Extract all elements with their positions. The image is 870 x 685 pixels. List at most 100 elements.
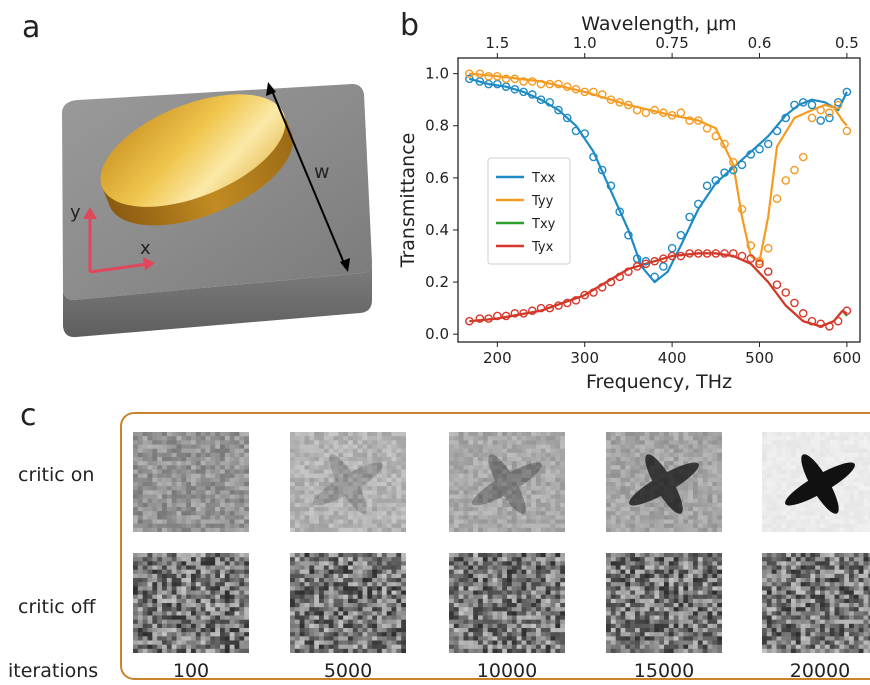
iterations-label: iterations bbox=[8, 660, 99, 682]
data-point-tyy bbox=[685, 116, 694, 125]
data-point-tyx bbox=[702, 249, 712, 258]
panel-a-illustration: w y x bbox=[0, 0, 390, 360]
data-point-tyy bbox=[536, 79, 546, 89]
data-point-txx bbox=[676, 230, 686, 240]
data-point-tyy bbox=[501, 74, 511, 84]
data-point-tyy bbox=[641, 108, 651, 118]
series-line-txx bbox=[469, 77, 848, 284]
data-point-txx bbox=[685, 212, 694, 222]
data-point-tyx bbox=[475, 314, 485, 323]
data-point-tyy bbox=[624, 100, 633, 110]
panel-c-frame bbox=[120, 412, 870, 680]
data-point-txx bbox=[842, 87, 852, 97]
data-point-tyx bbox=[842, 306, 852, 316]
iteration-label: 15000 bbox=[633, 660, 695, 682]
data-point-tyy bbox=[781, 176, 791, 185]
data-point-tyx bbox=[685, 249, 694, 258]
data-point-tyx bbox=[589, 288, 598, 297]
data-point-txx bbox=[816, 116, 825, 125]
design-image-critic-on bbox=[606, 432, 722, 532]
data-point-tyx bbox=[720, 249, 729, 258]
data-point-txx bbox=[510, 84, 520, 94]
panel-letter-a: a bbox=[22, 10, 41, 45]
data-point-txx bbox=[772, 126, 782, 136]
y-tick-label: 0.8 bbox=[425, 117, 449, 135]
data-point-tyy bbox=[650, 105, 659, 115]
data-point-tyy bbox=[580, 87, 590, 97]
x-tick-label: 200 bbox=[483, 349, 512, 367]
data-point-txx bbox=[650, 272, 659, 282]
x-axis-title: Frequency, THz bbox=[586, 371, 732, 393]
data-point-tyx bbox=[711, 249, 721, 258]
data-point-txx bbox=[606, 181, 616, 190]
data-point-tyx bbox=[650, 256, 659, 266]
data-point-txx bbox=[702, 181, 712, 190]
data-point-tyx bbox=[615, 272, 624, 282]
data-point-tyy bbox=[597, 90, 607, 99]
series-line-tyy bbox=[469, 72, 848, 263]
row-label-critic-on: critic on bbox=[18, 464, 95, 486]
y-axis-title: Transmittance bbox=[397, 133, 419, 269]
data-point-tyx bbox=[545, 303, 555, 313]
data-point-tyx bbox=[501, 311, 511, 321]
design-image-critic-on bbox=[449, 432, 565, 532]
data-point-tyy bbox=[615, 97, 624, 107]
data-point-tyx bbox=[737, 251, 747, 261]
x-tick-label: 500 bbox=[745, 349, 774, 367]
design-image-critic-off bbox=[133, 553, 249, 653]
top-tick-label: 1.0 bbox=[573, 34, 597, 52]
data-point-tyx bbox=[790, 298, 799, 308]
data-point-tyy bbox=[772, 194, 782, 203]
data-point-tyy bbox=[790, 165, 799, 175]
data-point-txx bbox=[589, 152, 598, 162]
y-axis-label: y bbox=[70, 202, 81, 223]
iteration-label: 10000 bbox=[476, 660, 538, 682]
data-point-tyx bbox=[624, 267, 633, 276]
data-point-tyy bbox=[493, 71, 502, 81]
data-point-tyx bbox=[571, 296, 581, 305]
data-point-txx bbox=[720, 168, 729, 177]
iteration-label: 100 bbox=[172, 660, 210, 682]
x-tick-label: 600 bbox=[833, 349, 862, 367]
top-tick-label: 0.5 bbox=[835, 34, 859, 52]
legend-label-txy: Txy bbox=[531, 217, 556, 232]
panel-letter-b: b bbox=[400, 8, 420, 43]
design-image-critic-off bbox=[290, 553, 406, 653]
data-point-txx bbox=[545, 97, 555, 107]
data-point-txx bbox=[825, 113, 834, 123]
y-tick-label: 0.6 bbox=[425, 169, 449, 187]
iteration-label: 20000 bbox=[789, 660, 851, 682]
metasurface-unit-cell: w y x bbox=[62, 82, 372, 338]
data-point-tyy bbox=[519, 77, 528, 86]
data-point-tyx bbox=[554, 301, 563, 310]
data-point-tyx bbox=[580, 290, 590, 300]
top-axis-title: Wavelength, μm bbox=[581, 13, 736, 35]
data-point-tyy bbox=[711, 131, 721, 141]
data-point-txx bbox=[580, 129, 590, 138]
data-point-txx bbox=[807, 100, 817, 110]
data-point-tyy bbox=[667, 111, 677, 120]
data-point-tyy bbox=[798, 152, 808, 162]
data-point-tyx bbox=[825, 322, 834, 331]
legend-box bbox=[487, 157, 571, 265]
data-point-tyy bbox=[606, 95, 616, 104]
panel-b-chart: 200 300 400 500 600 0.0 0.2 0.4 0.6 0.8 1.0 1.5 1.0 0… bbox=[390, 0, 870, 400]
data-point-tyx bbox=[632, 262, 642, 271]
data-point-tyy bbox=[807, 113, 817, 123]
design-image-critic-on bbox=[290, 432, 406, 532]
width-arrow bbox=[269, 85, 347, 269]
iteration-label: 5000 bbox=[323, 660, 373, 682]
data-point-tyx bbox=[536, 303, 546, 313]
data-point-txx bbox=[737, 160, 747, 170]
legend-label-txx: Txx bbox=[531, 171, 556, 186]
data-point-tyx bbox=[772, 280, 782, 289]
substrate-side bbox=[63, 262, 372, 338]
data-point-txx bbox=[641, 256, 651, 266]
panel-letter-c: c bbox=[20, 398, 37, 433]
data-point-tyy bbox=[632, 105, 642, 115]
data-point-txx bbox=[790, 100, 799, 110]
data-point-tyx bbox=[833, 316, 843, 326]
data-point-txx bbox=[711, 176, 721, 185]
x-axis-arrow bbox=[89, 262, 149, 274]
data-point-tyx bbox=[746, 254, 756, 263]
